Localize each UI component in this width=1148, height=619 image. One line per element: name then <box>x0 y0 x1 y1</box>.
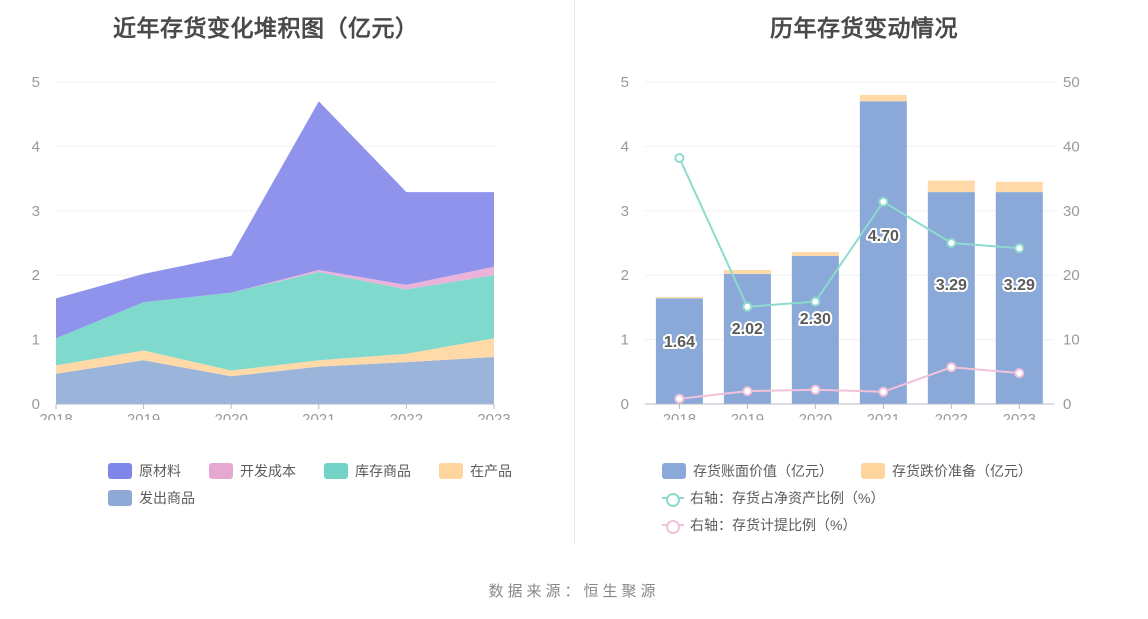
svg-text:40: 40 <box>1063 138 1080 155</box>
svg-text:10: 10 <box>1063 332 1080 349</box>
svg-text:2018: 2018 <box>663 411 696 420</box>
svg-text:2018: 2018 <box>39 411 72 420</box>
svg-text:5: 5 <box>621 74 629 91</box>
svg-text:3: 3 <box>32 203 40 220</box>
svg-text:2020: 2020 <box>215 411 248 420</box>
svg-text:2023: 2023 <box>477 411 510 420</box>
svg-text:1: 1 <box>32 332 40 349</box>
svg-text:3.29: 3.29 <box>1004 277 1035 294</box>
svg-text:2021: 2021 <box>302 411 335 420</box>
svg-text:4: 4 <box>621 138 629 155</box>
svg-text:1.64: 1.64 <box>664 334 695 351</box>
svg-text:2: 2 <box>621 267 629 284</box>
svg-text:2019: 2019 <box>127 411 160 420</box>
svg-text:2023: 2023 <box>1003 411 1036 420</box>
svg-text:5: 5 <box>32 74 40 91</box>
svg-text:50: 50 <box>1063 74 1080 91</box>
svg-text:4.70: 4.70 <box>868 228 899 245</box>
svg-text:20: 20 <box>1063 267 1080 284</box>
svg-text:3: 3 <box>621 203 629 220</box>
svg-text:2020: 2020 <box>799 411 832 420</box>
svg-text:2019: 2019 <box>731 411 764 420</box>
svg-text:2.30: 2.30 <box>800 311 831 328</box>
svg-text:2022: 2022 <box>935 411 968 420</box>
svg-text:3.29: 3.29 <box>936 277 967 294</box>
svg-text:1: 1 <box>621 332 629 349</box>
svg-text:0: 0 <box>621 396 629 413</box>
svg-text:2022: 2022 <box>390 411 423 420</box>
svg-text:2: 2 <box>32 267 40 284</box>
svg-text:4: 4 <box>32 138 40 155</box>
svg-text:30: 30 <box>1063 203 1080 220</box>
svg-text:2.02: 2.02 <box>732 321 763 338</box>
svg-text:0: 0 <box>1063 396 1071 413</box>
svg-text:2021: 2021 <box>867 411 900 420</box>
